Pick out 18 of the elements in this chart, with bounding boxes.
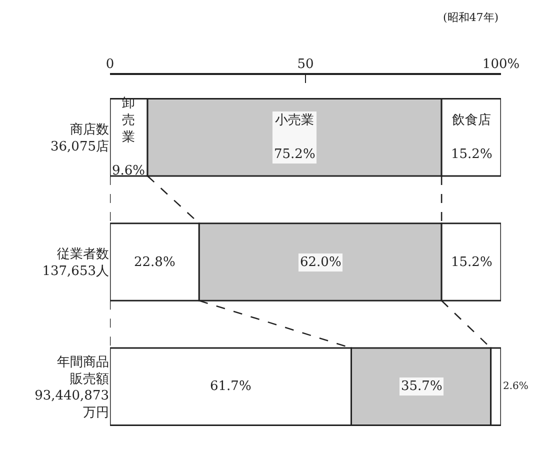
x-tick-label: 50	[297, 57, 314, 72]
series-label: 飲食店	[452, 112, 492, 128]
x-tick-label: 0	[106, 57, 114, 72]
data-label: 61.7%	[210, 379, 252, 394]
data-label: 9.6%	[112, 164, 146, 179]
y-tick-label: 年間商品販売額93,440,873万円	[34, 354, 109, 421]
text: (昭和47年)	[443, 11, 499, 24]
data-label: 15.2%	[451, 146, 492, 162]
y-tick-label: 商店数36,075店	[50, 121, 109, 154]
series-label: 小売業	[275, 113, 314, 128]
data-label: 35.7%	[401, 379, 442, 394]
data-label: 62.0%	[300, 255, 342, 270]
y-tick-label: 従業者数137,653人	[42, 247, 109, 279]
data-label: 2.6%	[503, 381, 528, 392]
data-label: 75.2%	[274, 146, 316, 162]
data-label: 15.2%	[451, 255, 492, 270]
x-tick-label: 100%	[482, 57, 520, 72]
data-label: 22.8%	[134, 255, 176, 270]
